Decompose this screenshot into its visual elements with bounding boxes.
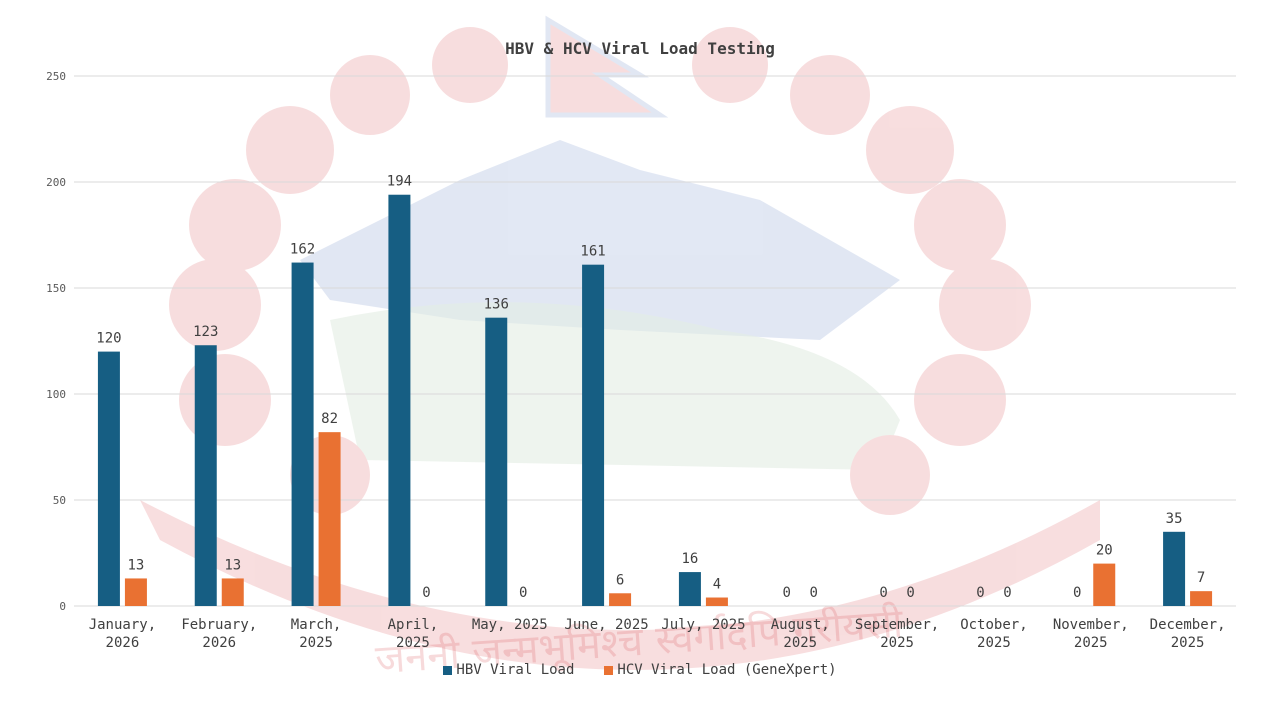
data-label-hbv: 162 — [290, 242, 315, 258]
flag-icon — [545, 15, 669, 118]
x-tick-label-line: December, — [1150, 617, 1226, 633]
data-label-hcv: 6 — [616, 572, 624, 588]
data-label-hbv: 136 — [484, 297, 509, 313]
x-tick-label-line: 2025 — [1074, 635, 1108, 651]
data-label-hcv: 13 — [127, 557, 144, 573]
data-label-hbv: 123 — [193, 324, 218, 340]
legend-swatch-hcv — [604, 665, 614, 675]
data-label-hbv: 194 — [387, 174, 412, 190]
data-label-hcv: 13 — [224, 557, 241, 573]
legend-label-hcv: HCV Viral Load (GeneXpert) — [617, 662, 837, 678]
y-tick-label: 50 — [53, 494, 66, 507]
x-tick-label-line: 2025 — [396, 635, 430, 651]
x-tick-label-line: February, — [181, 617, 257, 633]
bar-hcv — [705, 597, 728, 606]
data-label-hcv: 0 — [810, 585, 818, 601]
x-tick-label-line: 2025 — [1171, 635, 1205, 651]
x-tick-label: September, 2025 — [855, 617, 939, 651]
x-tick-label-line: 2025 — [783, 635, 817, 651]
bar-hbv — [1163, 531, 1186, 606]
x-tick-label-line: June, 2025 — [564, 617, 648, 633]
data-label-hbv: 35 — [1166, 511, 1183, 527]
x-tick-label: October, 2025 — [960, 617, 1027, 651]
bar-hbv — [582, 264, 605, 606]
data-label-hcv: 20 — [1096, 543, 1113, 559]
x-tick-label-line: April, — [388, 617, 439, 633]
legend-label-hbv: HBV Viral Load — [456, 662, 575, 678]
data-label-hbv: 0 — [1073, 585, 1081, 601]
x-tick-label: November, 2025 — [1053, 617, 1129, 651]
bar-hbv — [97, 351, 120, 606]
data-label-hbv: 120 — [96, 331, 121, 347]
data-label-hcv: 0 — [422, 585, 430, 601]
x-tick-label-line: October, — [960, 617, 1027, 633]
y-tick-label: 0 — [59, 600, 66, 613]
x-tick-label-line: March, — [291, 617, 342, 633]
grid-lines — [74, 75, 1236, 607]
x-tick-label: January, 2026 — [89, 617, 156, 651]
data-label-hcv: 0 — [906, 585, 914, 601]
ribbon-icon — [140, 500, 1100, 670]
x-tick-label: April, 2025 — [388, 617, 439, 651]
bar-series — [97, 194, 1213, 606]
legend-item-hcv: HCV Viral Load (GeneXpert) — [604, 662, 837, 678]
x-tick-label: July, 2025 — [661, 617, 745, 633]
x-tick-label-line: May, 2025 — [472, 617, 548, 633]
legend: HBV Viral Load HCV Viral Load (GeneXpert… — [0, 662, 1280, 678]
data-label-hbv: 0 — [976, 585, 984, 601]
data-label-hcv: 0 — [519, 585, 527, 601]
data-label-hcv: 4 — [713, 577, 721, 593]
bar-hcv — [124, 578, 147, 606]
bar-hbv — [678, 572, 701, 606]
x-tick-label-line: July, 2025 — [661, 617, 745, 633]
y-tick-label: 200 — [46, 176, 66, 189]
x-tick-label-line: 2026 — [202, 635, 236, 651]
data-label-hbv: 0 — [879, 585, 887, 601]
x-tick-label-line: 2025 — [880, 635, 914, 651]
bar-hcv — [318, 432, 341, 606]
mountain-icon — [300, 140, 900, 340]
legend-swatch-hbv — [443, 665, 453, 675]
bar-hcv — [1093, 563, 1116, 606]
data-label-hbv: 0 — [783, 585, 791, 601]
data-label-hbv: 16 — [681, 551, 698, 567]
y-tick-label: 100 — [46, 388, 66, 401]
x-tick-label-line: November, — [1053, 617, 1129, 633]
legend-item-hbv: HBV Viral Load — [443, 662, 574, 678]
y-axis: 0 50 100 150 200 250 — [46, 70, 66, 613]
x-tick-label: February, 2026 — [181, 617, 257, 651]
bar-hbv — [388, 194, 411, 606]
data-label-hcv: 82 — [321, 411, 338, 427]
y-tick-label: 250 — [46, 70, 66, 83]
x-tick-label: December, 2025 — [1150, 617, 1226, 651]
x-tick-label: May, 2025 — [472, 617, 548, 633]
x-tick-label: June, 2025 — [564, 617, 648, 633]
bar-hcv — [609, 593, 632, 606]
hills-icon — [330, 302, 900, 470]
x-tick-label: March, 2025 — [291, 617, 342, 651]
x-tick-label-line: August, — [771, 617, 830, 633]
data-label-hcv: 7 — [1197, 570, 1205, 586]
x-tick-label: August, 2025 — [771, 617, 830, 651]
data-label-hcv: 0 — [1003, 585, 1011, 601]
bar-hbv — [291, 262, 314, 606]
data-label-hbv: 161 — [580, 244, 605, 260]
x-tick-label-line: 2025 — [299, 635, 333, 651]
x-tick-label-line: September, — [855, 617, 939, 633]
bar-hbv — [194, 345, 217, 606]
y-tick-label: 150 — [46, 282, 66, 295]
bar-hbv — [485, 317, 508, 606]
x-tick-label-line: 2026 — [106, 635, 140, 651]
bar-hcv — [1190, 591, 1213, 606]
x-tick-label-line: January, — [89, 617, 156, 633]
bar-hcv — [221, 578, 244, 606]
x-tick-label-line: 2025 — [977, 635, 1011, 651]
chart-title: HBV & HCV Viral Load Testing — [505, 39, 775, 58]
